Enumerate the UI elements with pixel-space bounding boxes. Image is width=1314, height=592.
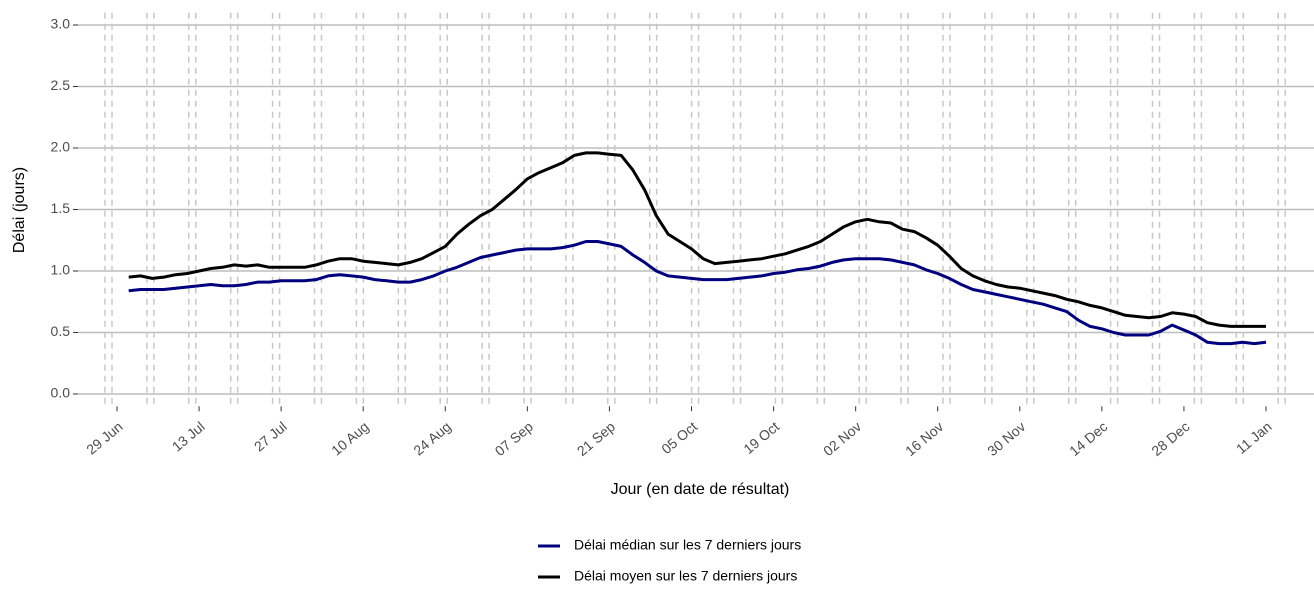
x-tick-label: 07 Sep	[492, 418, 536, 459]
legend-label: Délai médian sur les 7 derniers jours	[574, 537, 801, 553]
x-tick-label: 16 Nov	[902, 418, 946, 459]
y-tick-label: 2.0	[51, 139, 71, 155]
y-tick-label: 2.5	[51, 77, 71, 93]
series-line	[128, 151, 1266, 328]
x-tick-label: 02 Nov	[820, 418, 864, 459]
y-tick-label: 0.0	[51, 385, 71, 401]
x-tick-label: 30 Nov	[984, 418, 1028, 459]
y-tick-label: 0.5	[51, 323, 71, 339]
x-tick-label: 28 Dec	[1148, 418, 1192, 459]
legend-label: Délai moyen sur les 7 derniers jours	[574, 568, 797, 584]
x-tick-label: 27 Jul	[251, 418, 290, 454]
x-tick-label: 14 Dec	[1066, 418, 1110, 459]
series-line	[128, 240, 1267, 346]
x-tick-label: 24 Aug	[410, 418, 454, 458]
y-tick-label: 1.5	[51, 200, 71, 216]
x-tick-label: 11 Jan	[1233, 418, 1275, 457]
x-tick-label: 10 Aug	[328, 418, 372, 458]
x-axis-label: Jour (en date de résultat)	[611, 481, 790, 498]
x-tick-label: 19 Oct	[740, 418, 782, 457]
x-tick-label: 21 Sep	[574, 418, 618, 459]
y-axis-label: Délai (jours)	[11, 167, 28, 253]
x-tick-label: 29 Jun	[83, 418, 125, 457]
y-tick-label: 1.0	[51, 262, 71, 278]
y-tick-label: 3.0	[51, 16, 71, 32]
x-tick-label: 05 Oct	[658, 418, 700, 457]
x-tick-label: 13 Jul	[169, 418, 208, 454]
